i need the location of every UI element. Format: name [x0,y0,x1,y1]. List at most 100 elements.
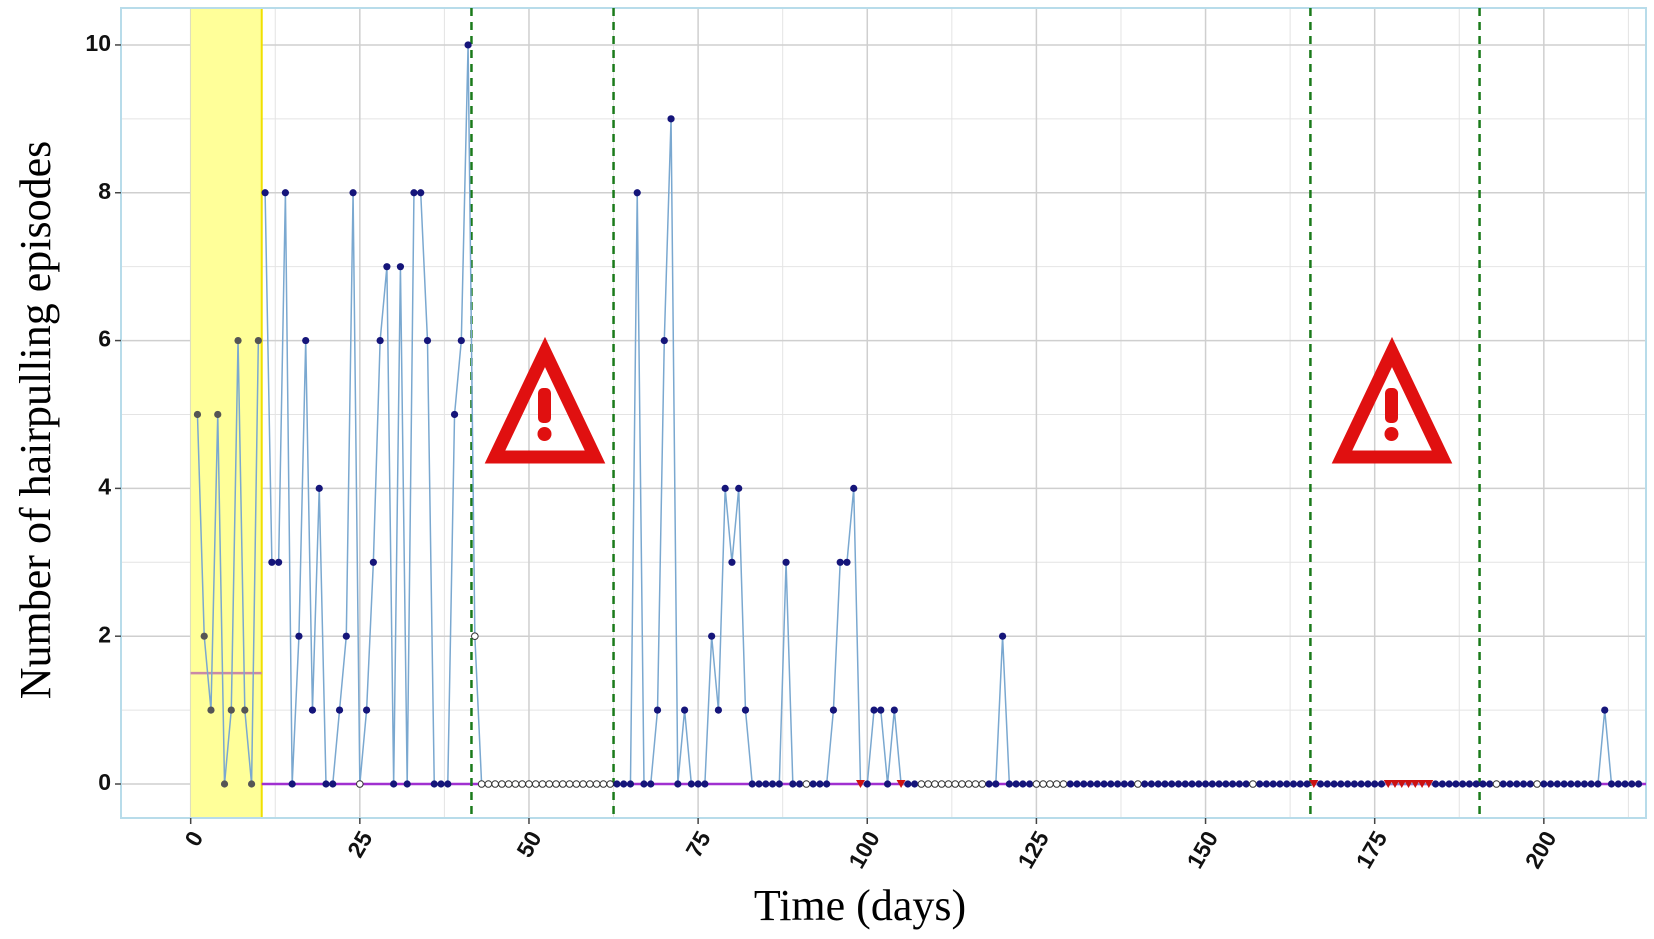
marker [1201,780,1210,788]
marker [268,558,276,566]
marker [613,780,621,788]
marker [281,189,290,197]
marker [1303,780,1311,788]
triangle-marker [1404,780,1414,789]
marker [342,632,350,640]
marker [863,780,871,788]
marker [1080,780,1088,788]
marker [816,780,824,788]
warning-icon [1331,336,1453,464]
marker [836,558,844,566]
marker [423,336,432,345]
open-marker [964,780,973,788]
marker [796,780,804,788]
open-marker [559,780,567,788]
y-axis-title: Number of hairpulling episodes [11,141,60,699]
marker [1479,780,1487,788]
marker [1100,780,1108,788]
y-tick-label: 2 [98,621,111,647]
open-marker [579,780,587,788]
open-marker [802,780,811,788]
marker [714,706,723,714]
marker [396,263,405,271]
plot-border [120,7,1647,819]
marker [1364,780,1372,788]
triangle-marker [855,780,865,789]
open-marker [592,780,601,788]
x-tick-label: 125 [1012,826,1054,872]
marker [992,780,1000,788]
marker [1188,780,1196,788]
marker [437,780,445,788]
marker [1587,780,1595,788]
marker [904,780,912,788]
marker [985,780,993,788]
open-marker [511,780,520,788]
marker [762,780,770,788]
marker [890,706,898,714]
x-tick-label: 200 [1520,827,1562,873]
open-marker [545,780,554,788]
marker [1438,780,1446,788]
marker [1357,780,1365,788]
marker [1472,780,1480,788]
marker [1506,780,1514,788]
marker [680,706,689,714]
marker [329,780,337,788]
marker [687,780,695,788]
marker [1208,780,1216,788]
marker [1215,780,1223,788]
marker [457,336,465,345]
marker [254,336,262,345]
open-marker [531,780,540,788]
marker [741,706,750,714]
marker [768,780,777,788]
marker [1628,780,1636,788]
y-tick-label: 4 [98,473,111,499]
marker [1601,706,1609,714]
open-marker [1032,780,1041,788]
marker [1276,780,1284,788]
marker [998,632,1007,640]
marker [247,780,256,788]
marker [322,780,330,788]
marker [1330,780,1338,788]
marker [200,632,208,640]
marker [1161,780,1169,788]
open-marker [1492,780,1501,788]
triangle-marker [1309,780,1319,789]
marker [193,410,202,419]
marker [1377,780,1386,788]
marker [1614,780,1622,788]
marker [1283,780,1291,788]
marker [1350,780,1358,788]
triangle-marker [896,780,906,789]
marker [1580,780,1589,788]
marker [1073,780,1081,788]
open-marker [525,780,533,788]
marker [667,115,675,123]
series-line [196,340,260,785]
marker [288,780,296,788]
marker [1262,780,1271,788]
marker [870,706,878,714]
marker [1560,780,1568,788]
open-marker [586,780,594,788]
marker [1012,780,1020,788]
open-marker [356,780,364,788]
marker [275,558,283,566]
open-marker [572,780,581,788]
marker [1168,780,1176,788]
marker [308,706,317,714]
marker [390,780,398,788]
marker [1519,780,1528,788]
marker [809,780,817,788]
open-marker [944,780,953,788]
marker [1222,780,1230,788]
marker [911,780,919,788]
y-tick-label: 10 [85,30,111,56]
open-marker [599,780,608,788]
marker [701,780,709,788]
marker [748,780,756,788]
